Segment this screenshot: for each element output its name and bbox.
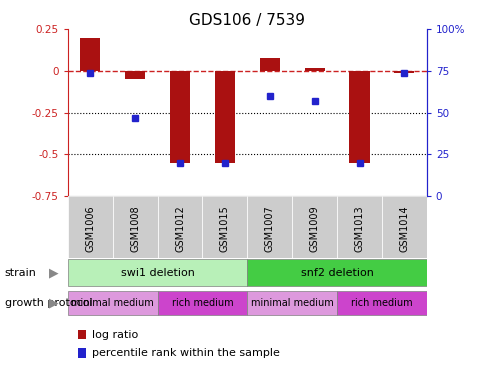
Bar [336, 291, 426, 315]
Text: GSM1015: GSM1015 [219, 205, 229, 252]
Bar [393, 71, 414, 72]
Bar [68, 196, 112, 258]
Bar [304, 68, 324, 71]
Text: strain: strain [5, 268, 37, 278]
Bar [214, 71, 235, 163]
Bar [259, 57, 279, 71]
Text: GSM1009: GSM1009 [309, 205, 319, 252]
Bar [336, 196, 381, 258]
Text: swi1 deletion: swi1 deletion [121, 268, 194, 278]
Bar [291, 196, 336, 258]
Text: snf2 deletion: snf2 deletion [300, 268, 373, 278]
Text: rich medium: rich medium [171, 298, 233, 308]
Text: ▶: ▶ [48, 266, 58, 279]
Text: log ratio: log ratio [92, 330, 138, 340]
Bar [247, 291, 336, 315]
Text: minimal medium: minimal medium [250, 298, 333, 308]
Bar [169, 71, 190, 163]
Text: ▶: ▶ [48, 296, 58, 309]
Text: GSM1007: GSM1007 [264, 205, 274, 252]
Bar [348, 71, 369, 163]
Bar [157, 196, 202, 258]
Bar [247, 259, 426, 286]
Bar [68, 291, 157, 315]
Text: GSM1012: GSM1012 [175, 205, 185, 252]
Text: growth protocol: growth protocol [5, 298, 92, 308]
Bar [202, 196, 247, 258]
Text: GSM1006: GSM1006 [85, 205, 95, 252]
Text: minimal medium: minimal medium [71, 298, 154, 308]
Text: rich medium: rich medium [350, 298, 412, 308]
Text: percentile rank within the sample: percentile rank within the sample [92, 348, 279, 358]
Text: GSM1013: GSM1013 [354, 205, 364, 252]
Text: GSM1008: GSM1008 [130, 205, 140, 252]
Bar [80, 38, 100, 71]
Bar [247, 196, 291, 258]
Text: GSM1014: GSM1014 [398, 205, 408, 252]
Bar [112, 196, 157, 258]
Bar [68, 259, 247, 286]
Bar [157, 291, 247, 315]
Bar [125, 71, 145, 79]
Bar [381, 196, 426, 258]
Title: GDS106 / 7539: GDS106 / 7539 [189, 13, 305, 28]
